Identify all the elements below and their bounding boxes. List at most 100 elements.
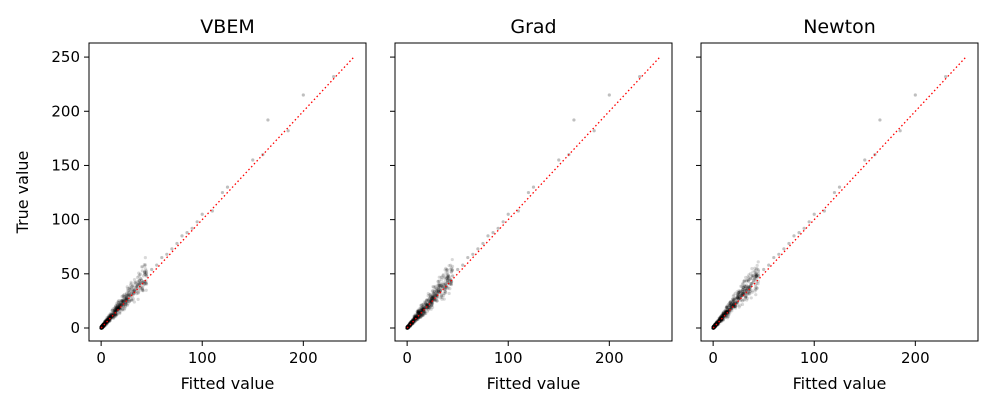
data-point bbox=[138, 273, 142, 277]
data-point bbox=[120, 298, 124, 303]
data-point bbox=[739, 293, 744, 298]
data-point bbox=[420, 312, 425, 317]
data-point bbox=[429, 303, 433, 307]
data-point bbox=[415, 314, 419, 318]
data-point bbox=[416, 310, 421, 314]
data-point bbox=[878, 118, 882, 122]
data-point bbox=[100, 324, 104, 328]
data-point bbox=[724, 311, 728, 315]
data-point bbox=[117, 303, 121, 307]
data-point bbox=[716, 321, 720, 325]
data-point bbox=[728, 300, 732, 304]
data-point bbox=[433, 287, 437, 292]
data-point bbox=[406, 324, 410, 328]
data-point bbox=[423, 310, 427, 314]
data-point bbox=[733, 304, 737, 308]
data-point bbox=[428, 293, 432, 297]
data-point bbox=[713, 323, 717, 327]
data-point bbox=[117, 306, 122, 311]
data-point bbox=[737, 292, 741, 296]
data-point bbox=[416, 310, 420, 314]
data-point bbox=[745, 288, 749, 292]
data-point bbox=[741, 286, 746, 290]
data-point bbox=[437, 283, 441, 287]
data-point bbox=[449, 281, 453, 285]
data-point bbox=[728, 304, 732, 308]
data-point bbox=[744, 296, 748, 300]
data-point bbox=[144, 269, 148, 273]
data-point bbox=[746, 285, 751, 290]
data-point bbox=[143, 282, 147, 286]
data-point bbox=[441, 281, 445, 285]
data-point bbox=[124, 297, 128, 302]
data-point bbox=[426, 292, 430, 296]
data-point bbox=[753, 266, 757, 270]
data-point bbox=[425, 298, 429, 302]
data-point bbox=[106, 317, 110, 321]
data-point bbox=[531, 185, 536, 189]
data-point bbox=[729, 304, 733, 308]
data-point bbox=[713, 322, 717, 327]
data-point bbox=[430, 301, 435, 305]
data-point bbox=[421, 302, 425, 306]
data-point bbox=[113, 304, 118, 308]
data-point bbox=[435, 291, 440, 295]
y-tick-label: 200 bbox=[51, 102, 80, 120]
data-point bbox=[411, 318, 415, 323]
data-point bbox=[754, 293, 758, 297]
data-point bbox=[732, 302, 736, 307]
data-point bbox=[117, 310, 122, 314]
data-point bbox=[733, 291, 737, 295]
data-point bbox=[406, 324, 410, 328]
data-point bbox=[429, 300, 433, 304]
data-point bbox=[142, 272, 147, 276]
data-point bbox=[429, 299, 433, 303]
data-point bbox=[437, 282, 441, 286]
data-point bbox=[450, 268, 454, 272]
data-point bbox=[416, 309, 420, 313]
data-point bbox=[740, 290, 744, 294]
data-point bbox=[436, 279, 440, 283]
data-point bbox=[108, 319, 112, 323]
data-point bbox=[428, 294, 432, 298]
data-point bbox=[740, 290, 744, 295]
data-point bbox=[427, 299, 431, 304]
data-point bbox=[754, 287, 758, 292]
data-point bbox=[447, 279, 451, 283]
data-point bbox=[746, 275, 750, 279]
data-point bbox=[755, 286, 759, 290]
data-point bbox=[430, 296, 434, 300]
data-point bbox=[721, 310, 725, 315]
data-point bbox=[449, 282, 453, 286]
data-point bbox=[738, 298, 743, 303]
data-point bbox=[124, 302, 128, 306]
data-point bbox=[444, 266, 448, 270]
data-point bbox=[120, 299, 124, 303]
data-point bbox=[735, 290, 739, 294]
data-point bbox=[445, 268, 449, 272]
data-point bbox=[437, 289, 441, 293]
data-point bbox=[417, 315, 421, 319]
data-point bbox=[737, 296, 741, 300]
data-point bbox=[449, 263, 453, 267]
data-point bbox=[746, 292, 750, 296]
x-axis-label: Fitted value bbox=[181, 374, 275, 393]
data-point bbox=[421, 306, 426, 310]
data-point bbox=[122, 299, 126, 303]
data-point bbox=[732, 297, 736, 302]
data-point bbox=[445, 268, 449, 272]
data-point bbox=[417, 315, 421, 319]
data-point bbox=[108, 318, 112, 323]
data-point bbox=[102, 324, 106, 328]
data-point bbox=[718, 318, 722, 322]
data-point bbox=[141, 289, 145, 293]
data-point bbox=[446, 275, 450, 279]
data-point bbox=[739, 298, 743, 302]
data-point bbox=[195, 220, 199, 224]
data-point bbox=[720, 313, 724, 317]
data-point bbox=[754, 272, 758, 276]
data-point bbox=[112, 316, 116, 320]
data-point bbox=[411, 317, 415, 321]
data-point bbox=[724, 311, 728, 315]
data-point bbox=[721, 312, 725, 316]
